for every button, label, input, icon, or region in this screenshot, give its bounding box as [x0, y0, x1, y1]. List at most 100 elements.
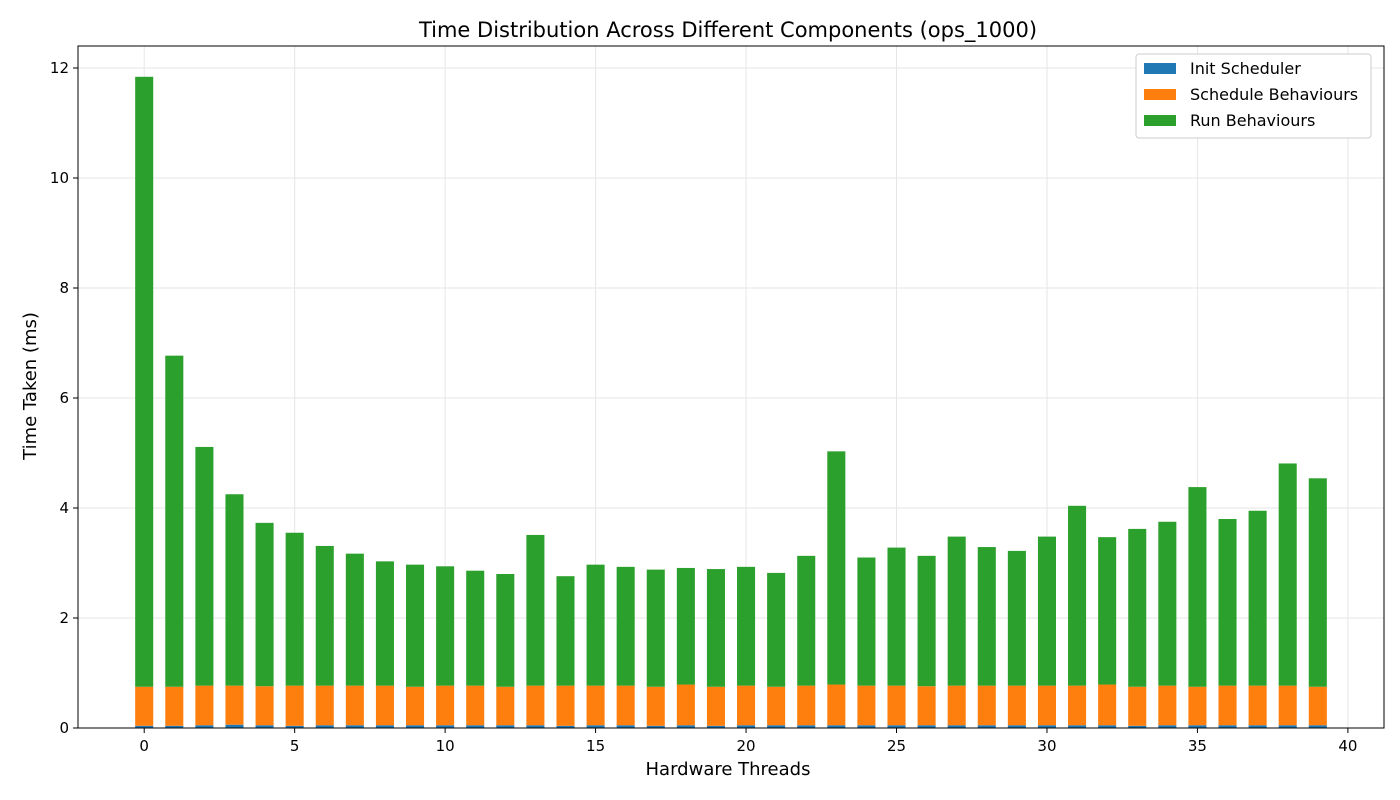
bar-init-scheduler-16 — [616, 725, 635, 728]
bar-run-behaviours-35 — [1188, 487, 1207, 687]
bar-init-scheduler-19 — [706, 725, 725, 728]
bar-run-behaviours-37 — [1248, 510, 1267, 686]
bar-schedule-behaviours-25 — [887, 685, 906, 726]
bar-schedule-behaviours-14 — [556, 685, 575, 726]
bar-init-scheduler-23 — [827, 725, 846, 728]
bar-schedule-behaviours-27 — [947, 685, 966, 726]
bar-run-behaviours-8 — [375, 561, 394, 686]
x-tick-label: 10 — [436, 737, 455, 755]
bar-schedule-behaviours-8 — [375, 685, 394, 726]
bar-init-scheduler-28 — [977, 725, 996, 728]
legend-swatch-schedule-behaviours — [1144, 89, 1176, 100]
bar-run-behaviours-22 — [797, 555, 816, 686]
bar-schedule-behaviours-22 — [797, 685, 816, 726]
bar-init-scheduler-5 — [285, 725, 304, 728]
legend-item-schedule-behaviours: Schedule Behaviours — [1144, 85, 1358, 104]
chart-title: Time Distribution Across Different Compo… — [418, 18, 1037, 43]
bar-schedule-behaviours-28 — [977, 685, 996, 726]
bar-init-scheduler-17 — [646, 725, 665, 728]
bar-run-behaviours-3 — [225, 494, 244, 686]
bar-run-behaviours-1 — [165, 355, 184, 687]
bar-run-behaviours-12 — [496, 574, 515, 687]
x-axis-ticks: 0 5 10 15 20 25 30 35 40 — [139, 728, 1357, 755]
bar-init-scheduler-6 — [315, 725, 334, 728]
bar-init-scheduler-33 — [1128, 725, 1147, 728]
bar-schedule-behaviours-4 — [255, 686, 274, 726]
plot-frame — [77, 45, 1385, 729]
bar-init-scheduler-29 — [1007, 725, 1026, 728]
bar-schedule-behaviours-30 — [1037, 685, 1056, 726]
bar-run-behaviours-19 — [706, 569, 725, 687]
bar-init-scheduler-15 — [586, 725, 605, 728]
legend-label-schedule-behaviours: Schedule Behaviours — [1190, 85, 1358, 104]
bar-init-scheduler-9 — [406, 725, 425, 728]
bar-schedule-behaviours-12 — [496, 686, 515, 726]
bar-schedule-behaviours-17 — [646, 686, 665, 726]
bar-init-scheduler-3 — [225, 724, 244, 728]
y-axis-label: Time Taken (ms) — [20, 312, 41, 461]
bar-run-behaviours-6 — [315, 545, 334, 686]
x-tick-label: 25 — [887, 737, 906, 755]
bar-run-behaviours-28 — [977, 547, 996, 686]
bar-schedule-behaviours-5 — [285, 685, 304, 726]
bar-run-behaviours-10 — [436, 566, 455, 686]
bar-schedule-behaviours-23 — [827, 684, 846, 726]
bar-init-scheduler-21 — [767, 725, 786, 728]
bar-init-scheduler-14 — [556, 725, 575, 728]
bar-schedule-behaviours-13 — [526, 685, 545, 726]
bar-run-behaviours-23 — [827, 451, 846, 685]
bar-schedule-behaviours-9 — [406, 686, 425, 726]
x-tick-label: 40 — [1338, 737, 1357, 755]
y-tick-label: 2 — [59, 609, 69, 627]
bar-schedule-behaviours-18 — [676, 684, 695, 726]
bar-init-scheduler-8 — [375, 725, 394, 728]
bar-run-behaviours-11 — [466, 570, 485, 686]
bar-run-behaviours-9 — [406, 564, 425, 687]
bar-init-scheduler-39 — [1308, 725, 1327, 728]
bar-schedule-behaviours-0 — [135, 686, 154, 726]
bar-init-scheduler-27 — [947, 725, 966, 728]
bar-schedule-behaviours-26 — [917, 686, 936, 726]
bar-run-behaviours-24 — [857, 557, 876, 686]
y-axis-ticks: 0 2 4 6 8 10 12 — [50, 59, 78, 737]
bar-schedule-behaviours-29 — [1007, 685, 1026, 726]
bar-schedule-behaviours-20 — [737, 685, 756, 726]
bar-init-scheduler-24 — [857, 725, 876, 728]
bar-run-behaviours-25 — [887, 547, 906, 686]
bar-run-behaviours-14 — [556, 576, 575, 686]
x-axis-label: Hardware Threads — [646, 759, 811, 780]
bar-init-scheduler-37 — [1248, 725, 1267, 728]
bar-schedule-behaviours-7 — [345, 685, 364, 726]
bar-run-behaviours-17 — [646, 569, 665, 687]
bar-run-behaviours-16 — [616, 566, 635, 686]
legend-box — [1135, 53, 1372, 139]
y-tick-label: 12 — [50, 59, 69, 77]
bar-run-behaviours-26 — [917, 555, 936, 687]
x-tick-label: 20 — [736, 737, 755, 755]
bar-run-behaviours-36 — [1218, 519, 1237, 686]
bar-run-behaviours-39 — [1308, 478, 1327, 687]
bars — [135, 76, 1327, 728]
bar-init-scheduler-10 — [436, 725, 455, 728]
x-tick-label: 5 — [290, 737, 300, 755]
bar-run-behaviours-18 — [676, 567, 695, 685]
grid-lines — [78, 46, 1384, 729]
bar-init-scheduler-12 — [496, 725, 515, 728]
x-tick-label: 0 — [139, 737, 149, 755]
bar-init-scheduler-31 — [1068, 725, 1087, 728]
bar-init-scheduler-32 — [1098, 725, 1117, 728]
bar-schedule-behaviours-2 — [195, 685, 214, 726]
x-tick-label: 35 — [1188, 737, 1207, 755]
bar-run-behaviours-34 — [1158, 521, 1177, 686]
bar-run-behaviours-21 — [767, 572, 786, 687]
bar-init-scheduler-4 — [255, 725, 274, 728]
y-tick-label: 10 — [50, 169, 69, 187]
bar-init-scheduler-30 — [1037, 725, 1056, 728]
bar-schedule-behaviours-3 — [225, 685, 244, 725]
legend-item-run-behaviours: Run Behaviours — [1144, 111, 1315, 130]
legend-label-init-scheduler: Init Scheduler — [1190, 59, 1301, 78]
bar-init-scheduler-11 — [466, 725, 485, 728]
bar-init-scheduler-2 — [195, 725, 214, 728]
bar-init-scheduler-26 — [917, 725, 936, 728]
